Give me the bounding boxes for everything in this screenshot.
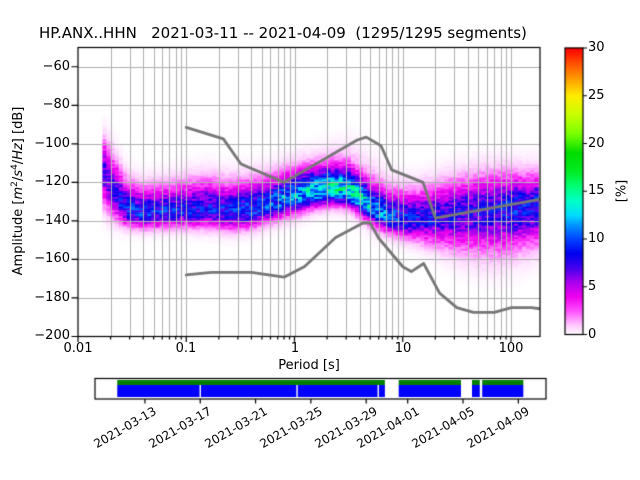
y-tick-label: −200 <box>34 328 70 343</box>
y-tick-label: −160 <box>34 251 70 266</box>
y-tick-label: −140 <box>34 213 70 228</box>
colorbar-tick-label: 5 <box>588 279 597 294</box>
y-axis-label-s: s <box>11 169 27 177</box>
colorbar-tick-label: 10 <box>588 231 605 246</box>
y-tick-label: −120 <box>34 174 70 189</box>
x-tick-label: 1 <box>290 341 300 356</box>
colorbar-tick-label: 25 <box>588 88 605 103</box>
x-tick-label: 100 <box>498 341 524 356</box>
y-axis-label-hz: Hz <box>11 143 27 160</box>
y-axis-label: Amplitude [m2/s4/Hz] [dB] <box>8 107 26 276</box>
colorbar-tick-label: 20 <box>588 136 605 151</box>
y-tick-label: −60 <box>42 59 70 74</box>
y-axis-label-m-exp: 2 <box>9 181 20 187</box>
y-axis-label-prefix: Amplitude [ <box>11 199 27 276</box>
colorbar-tick-label: 15 <box>588 183 605 198</box>
y-axis-label-s-exp: 4 <box>9 164 20 170</box>
y-tick-label: −180 <box>34 290 70 305</box>
x-axis-label: Period [s] <box>278 358 340 373</box>
y-axis-label-m: m <box>11 186 27 200</box>
y-axis-label-slash2: / <box>11 159 27 165</box>
colorbar-label: [%] <box>614 179 630 203</box>
y-tick-label: −80 <box>42 97 70 112</box>
plot-title: HP.ANX..HHN 2021-03-11 -- 2021-04-09 (12… <box>39 24 527 42</box>
x-tick-label: 0.01 <box>63 341 93 356</box>
colorbar-tick-label: 30 <box>588 40 605 55</box>
x-tick-label: 10 <box>394 341 412 356</box>
y-axis-label-suffix: ] [dB] <box>11 106 27 144</box>
colorbar-tick-label: 0 <box>588 327 597 342</box>
y-axis-label-slash1: / <box>11 176 27 182</box>
x-tick-label: 0.1 <box>175 341 197 356</box>
y-tick-label: −100 <box>34 136 70 151</box>
